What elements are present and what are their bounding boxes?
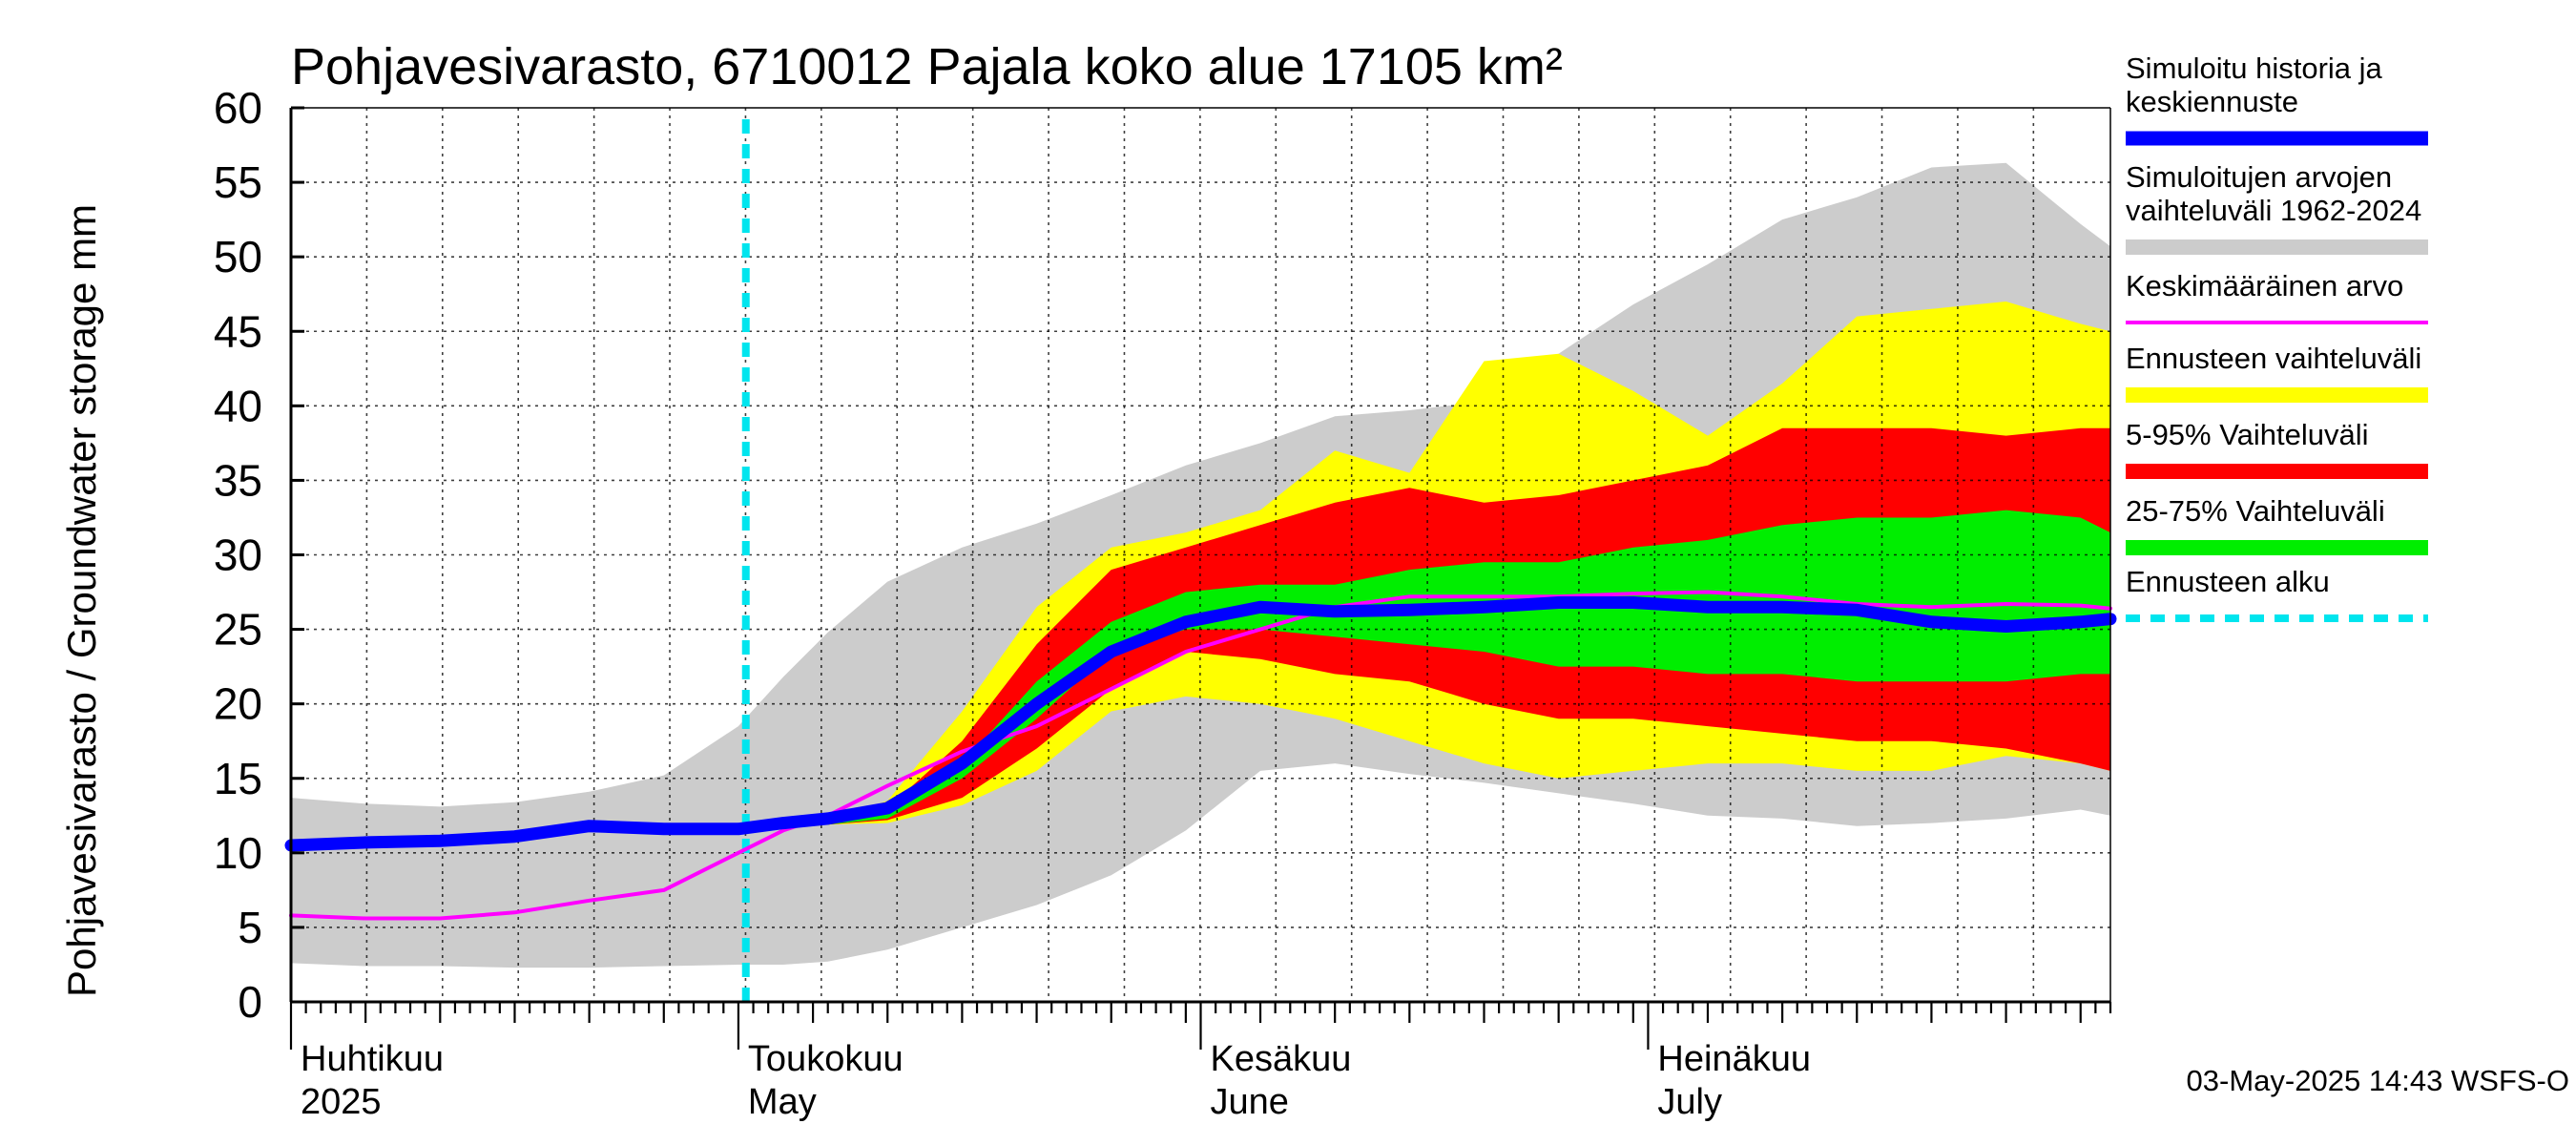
y-tick-label: 0 — [238, 977, 262, 1027]
legend-label: vaihteluväli 1962-2024 — [2126, 194, 2421, 227]
y-tick-label: 25 — [214, 605, 262, 655]
mean-value-line — [289, 590, 2112, 921]
y-axis-label-text: Pohjavesivarasto / Groundwater storage m… — [59, 204, 104, 997]
month-label-fi: Kesäkuu — [1211, 1039, 1352, 1079]
y-tick-label: 20 — [214, 679, 262, 729]
y-tick-label: 10 — [214, 828, 262, 878]
legend-label: 25-75% Vaihteluväli — [2126, 494, 2385, 528]
y-tick-label: 60 — [214, 83, 262, 133]
plot-lines — [284, 119, 2117, 1002]
y-axis-ticks: 0 5 10 15 20 25 30 35 40 45 50 55 60 — [214, 83, 304, 1027]
legend-label: Keskimääräinen arvo — [2126, 269, 2403, 302]
y-tick-label: 35 — [214, 455, 262, 505]
y-tick-label: 40 — [214, 381, 262, 430]
legend-label: Ennusteen vaihteluväli — [2126, 342, 2421, 375]
month-label-en: July — [1657, 1082, 1722, 1122]
y-tick-label: 5 — [238, 903, 262, 952]
y-axis-label: Pohjavesivarasto / Groundwater storage m… — [59, 204, 104, 997]
y-tick-label: 30 — [214, 531, 262, 580]
y-tick-label: 45 — [214, 306, 262, 356]
month-label-fi: Toukokuu — [748, 1039, 904, 1079]
month-label-en: 2025 — [301, 1082, 382, 1122]
y-tick-label: 55 — [214, 157, 262, 207]
month-label-en: June — [1211, 1082, 1289, 1122]
month-label-en: May — [748, 1082, 817, 1122]
legend-label: 5-95% Vaihteluväli — [2126, 418, 2368, 451]
month-label-fi: Huhtikuu — [301, 1039, 444, 1079]
footer-timestamp: 03-May-2025 14:43 WSFS-O — [2187, 1064, 2569, 1097]
plot-grid — [291, 108, 2110, 1002]
month-label-fi: Heinäkuu — [1657, 1039, 1811, 1079]
legend-label: Simuloitu historia ja — [2126, 52, 2383, 85]
y-tick-label: 50 — [214, 232, 262, 281]
legend-label: Simuloitujen arvojen — [2126, 160, 2392, 194]
legend-label: keskiennuste — [2126, 85, 2298, 118]
y-tick-label: 15 — [214, 754, 262, 803]
chart-title: Pohjavesivarasto, 6710012 Pajala koko al… — [291, 38, 1563, 95]
legend-label: Ennusteen alku — [2126, 565, 2330, 598]
median-forecast-line — [284, 596, 2117, 852]
band-4 — [782, 510, 2110, 825]
